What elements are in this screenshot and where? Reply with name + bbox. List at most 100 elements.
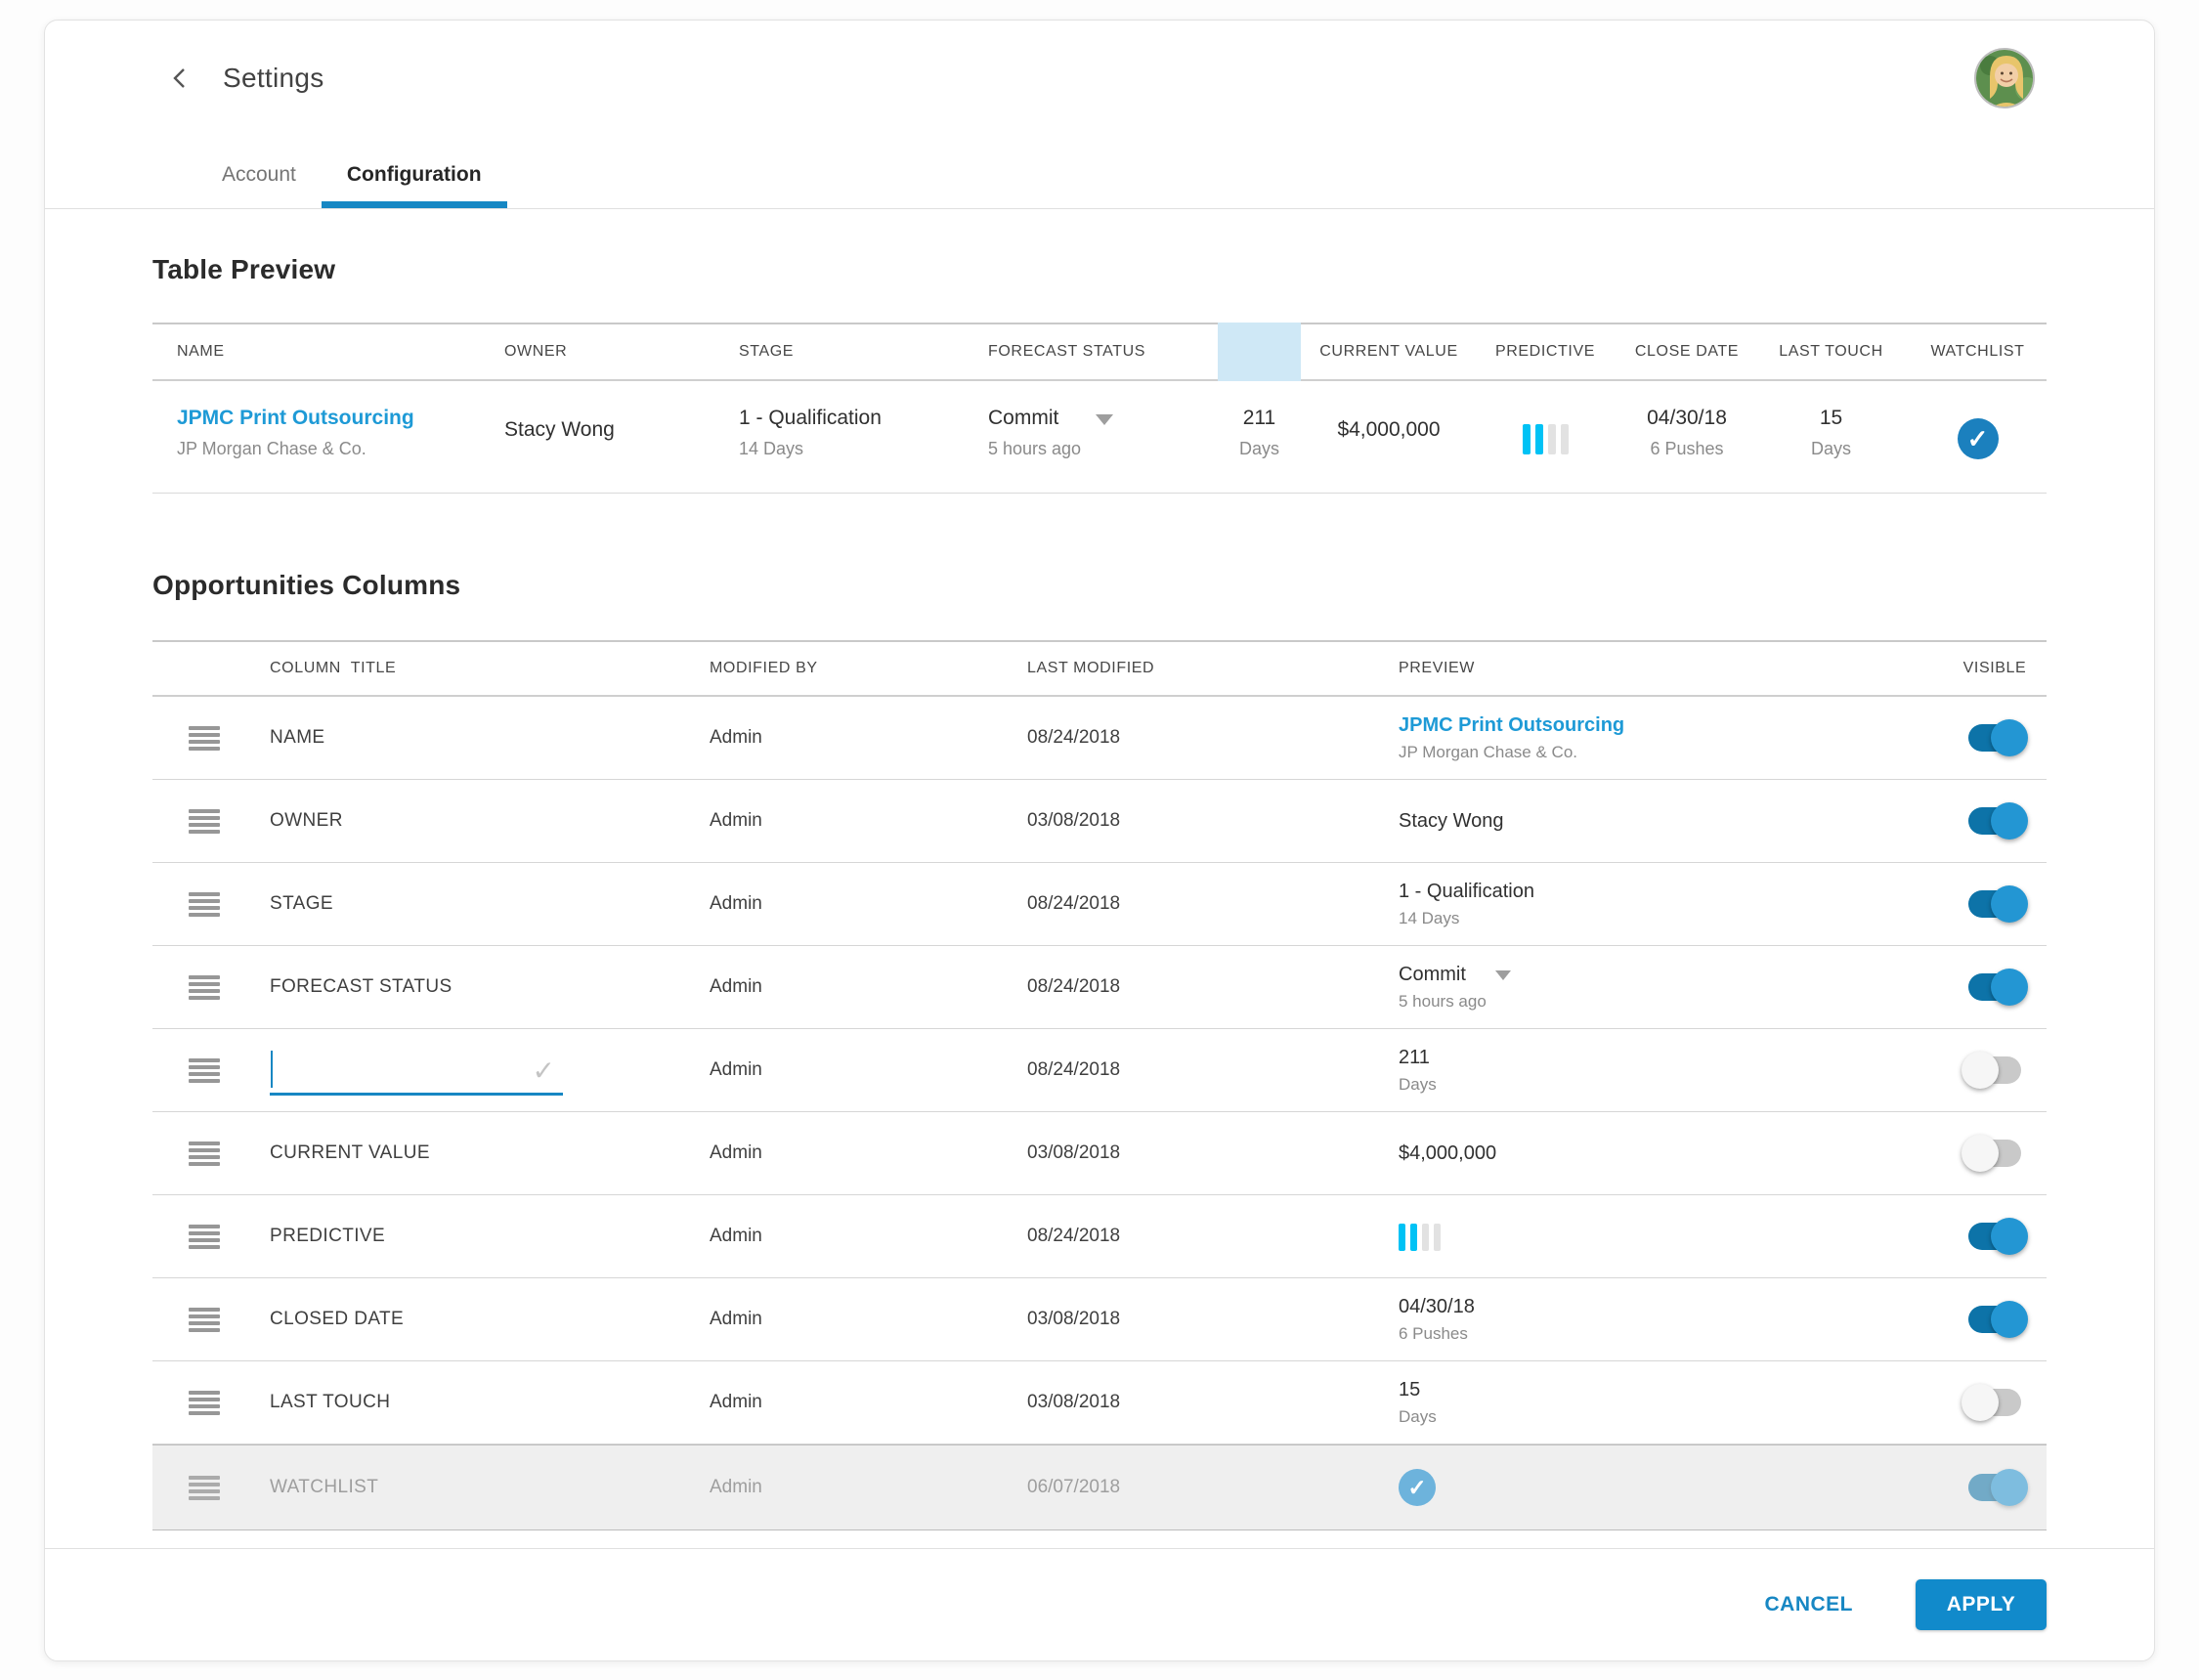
visible-toggle[interactable] xyxy=(1962,1300,2028,1339)
col-header-close-date: CLOSE DATE xyxy=(1634,343,1740,360)
visible-toggle[interactable] xyxy=(1962,1134,2028,1173)
modified-by-value: Admin xyxy=(710,1226,762,1246)
last-touch-value: 15 xyxy=(1819,407,1843,429)
visible-toggle[interactable] xyxy=(1962,1051,2028,1090)
col-header-last-touch: LAST TOUCH xyxy=(1779,343,1883,360)
forecast-value: Commit xyxy=(988,407,1059,429)
predictive-bars-icon xyxy=(1399,1223,1441,1251)
back-button[interactable] xyxy=(160,59,199,98)
last-modified-value: 08/24/2018 xyxy=(1027,893,1121,914)
header: Settings xyxy=(45,21,2154,135)
column-row[interactable]: NAME ✓ Admin 08/24/2018 JPMC Print Outso… xyxy=(152,697,2047,780)
preview-sub: 5 hours ago xyxy=(1399,991,1487,1011)
modified-by-value: Admin xyxy=(710,1477,762,1497)
tab-account[interactable]: Account xyxy=(196,163,322,208)
column-row[interactable]: CURRENT VALUE ✓ Admin 03/08/2018 $4,000,… xyxy=(152,1112,2047,1195)
visible-toggle[interactable] xyxy=(1962,1468,2028,1507)
visible-toggle[interactable] xyxy=(1962,1217,2028,1256)
column-title-input[interactable] xyxy=(270,1049,514,1090)
preview-main: 1 - Qualification xyxy=(1399,880,1534,902)
column-title: WATCHLIST xyxy=(270,1477,379,1497)
last-touch-label: Days xyxy=(1810,439,1851,458)
drag-handle-icon[interactable] xyxy=(188,1222,220,1252)
drag-handle-icon[interactable] xyxy=(188,972,220,1003)
visible-toggle[interactable] xyxy=(1962,718,2028,757)
caret-down-icon xyxy=(1096,414,1114,426)
column-title-edit-box: ✓ xyxy=(270,1045,563,1096)
column-row[interactable]: WATCHLIST ✓ Admin 06/07/2018 ✓ xyxy=(152,1444,2047,1530)
preview-sub: Days xyxy=(1399,1406,1437,1426)
tab-account-label: Account xyxy=(222,163,296,186)
drag-handle-icon[interactable] xyxy=(188,1139,220,1169)
column-title: NAME xyxy=(270,727,325,748)
modified-by-value: Admin xyxy=(710,1392,762,1412)
visible-toggle[interactable] xyxy=(1962,968,2028,1007)
caret-down-icon xyxy=(1494,970,1511,981)
forecast-ago: 5 hours ago xyxy=(988,439,1082,458)
column-row[interactable]: LAST TOUCH ✓ Admin 03/08/2018 15 15 Days… xyxy=(152,1361,2047,1444)
column-title: LAST TOUCH xyxy=(270,1392,391,1412)
confirm-check-icon[interactable]: ✓ xyxy=(532,1055,555,1086)
col-header-preview: PREVIEW xyxy=(1399,660,1475,676)
cancel-button[interactable]: CANCEL xyxy=(1764,1593,1853,1615)
preview-link[interactable]: JPMC Print Outsourcing xyxy=(1399,713,1625,736)
column-row[interactable]: CLOSED DATE ✓ Admin 03/08/2018 04/30/18 … xyxy=(152,1278,2047,1361)
column-title: CURRENT VALUE xyxy=(270,1142,430,1163)
page-title: Settings xyxy=(223,62,324,93)
col-header-column-title: COLUMN TITLE xyxy=(270,660,397,676)
column-title: OWNER xyxy=(270,810,343,831)
last-modified-value: 03/08/2018 xyxy=(1027,1142,1121,1163)
column-row[interactable]: ✓ Admin 08/24/2018 211 211 Days ✓ xyxy=(152,1029,2047,1112)
apply-button[interactable]: APPLY xyxy=(1916,1579,2047,1630)
column-row[interactable]: PREDICTIVE ✓ Admin 08/24/2018 ✓ xyxy=(152,1195,2047,1278)
col-header-modified-by: MODIFIED BY xyxy=(710,660,818,676)
last-modified-value: 03/08/2018 xyxy=(1027,810,1121,831)
preview-table-header: NAME OWNER STAGE FORECAST STATUS CURRENT… xyxy=(152,323,2047,381)
modified-by-value: Admin xyxy=(710,810,762,831)
tab-configuration[interactable]: Configuration xyxy=(321,163,507,208)
opportunity-name-link[interactable]: JPMC Print Outsourcing xyxy=(177,407,414,429)
preview-table-row: JPMC Print Outsourcing JP Morgan Chase &… xyxy=(152,381,2047,494)
owner-name: Stacy Wong xyxy=(504,418,615,441)
drag-handle-icon[interactable] xyxy=(188,1055,220,1086)
opportunities-columns-title: Opportunities Columns xyxy=(152,570,461,600)
watchlist-check-icon[interactable]: ✓ xyxy=(1957,418,1999,459)
column-row[interactable]: STAGE ✓ Admin 08/24/2018 1 - Qualificati… xyxy=(152,863,2047,946)
drag-handle-icon[interactable] xyxy=(188,806,220,837)
preview-main: 211 xyxy=(1399,1046,1430,1068)
preview-sub: JP Morgan Chase & Co. xyxy=(1399,742,1577,761)
drag-handle-icon[interactable] xyxy=(188,723,220,754)
settings-card: Settings Account Configuration Table Pre… xyxy=(44,20,2155,1661)
col-header-predictive: PREDICTIVE xyxy=(1494,343,1595,360)
stage-days: 14 Days xyxy=(739,439,804,458)
column-row[interactable]: FORECAST STATUS ✓ Admin 08/24/2018 Commi… xyxy=(152,946,2047,1029)
column-title: FORECAST STATUS xyxy=(270,976,453,997)
column-row[interactable]: OWNER ✓ Admin 03/08/2018 Stacy Wong Stac… xyxy=(152,780,2047,863)
column-title: CLOSED DATE xyxy=(270,1309,405,1329)
chevron-left-icon xyxy=(173,67,185,88)
drag-handle-icon[interactable] xyxy=(188,1388,220,1418)
col-header-owner: OWNER xyxy=(504,343,568,360)
col-header-forecast-status: FORECAST STATUS xyxy=(988,343,1146,360)
preview-main: Commit xyxy=(1399,963,1466,985)
drag-handle-icon[interactable] xyxy=(188,1473,220,1503)
opportunity-rows: NAME ✓ Admin 08/24/2018 JPMC Print Outso… xyxy=(152,697,2047,1530)
visible-toggle[interactable] xyxy=(1962,1383,2028,1422)
modified-by-value: Admin xyxy=(710,1059,762,1080)
preview-sub: 6 Pushes xyxy=(1399,1323,1468,1343)
modified-by-value: Admin xyxy=(710,893,762,914)
current-value: $4,000,000 xyxy=(1337,418,1441,441)
close-pushes: 6 Pushes xyxy=(1650,439,1724,458)
drag-handle-icon[interactable] xyxy=(188,889,220,920)
forecast-dropdown[interactable]: Commit xyxy=(988,407,1218,430)
preview-sub: 14 Days xyxy=(1399,908,1460,927)
avatar[interactable] xyxy=(1974,48,2035,108)
drag-handle-icon[interactable] xyxy=(188,1305,220,1335)
visible-toggle[interactable] xyxy=(1962,884,2028,924)
stage-value: 1 - Qualification xyxy=(739,407,882,429)
tab-bar: Account Configuration xyxy=(45,135,2154,209)
preview-main: Stacy Wong xyxy=(1399,809,1504,832)
visible-toggle[interactable] xyxy=(1962,801,2028,840)
col-header-current-value: CURRENT VALUE xyxy=(1319,343,1458,360)
last-modified-value: 08/24/2018 xyxy=(1027,727,1121,748)
